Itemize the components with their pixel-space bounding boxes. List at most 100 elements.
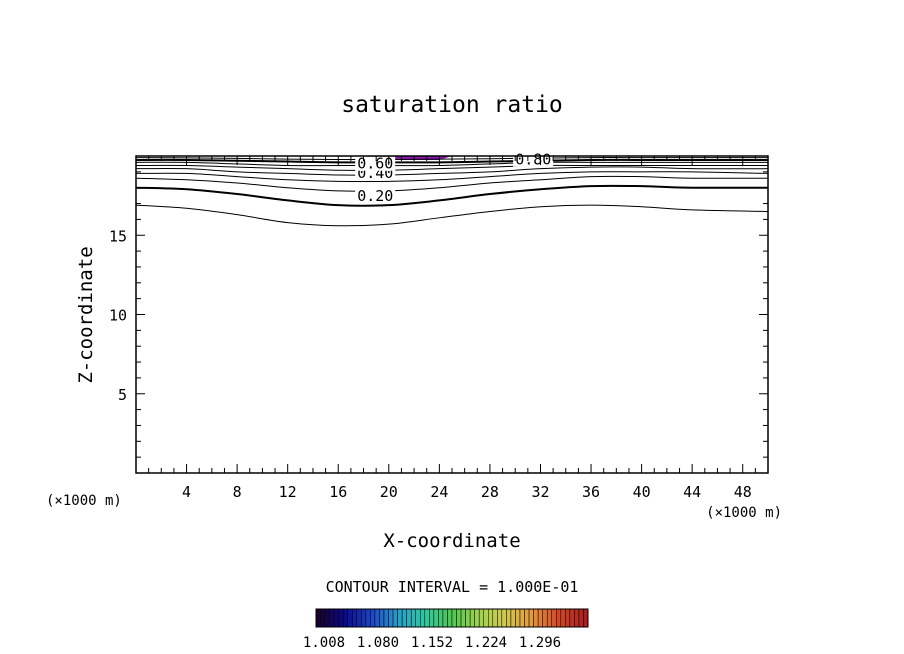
- x-tick-label-40: 40: [633, 483, 651, 501]
- colorbar-cell-20: [406, 608, 412, 628]
- colorbar-cell-38: [488, 608, 494, 628]
- colorbar-cell-16: [388, 608, 394, 628]
- colorbar-cell-14: [379, 608, 385, 628]
- colorbar-cell-22: [415, 608, 421, 628]
- contour-lines-group: [135, 157, 769, 227]
- colorbar-cell-21: [410, 608, 416, 628]
- colorbar-cell-18: [397, 608, 403, 628]
- plot-frame: [135, 155, 769, 474]
- contour-line-2: [135, 175, 769, 192]
- y-ticks-group: 5 10 15: [109, 171, 768, 458]
- colorbar-cell-3: [329, 608, 335, 628]
- colorbar-cell-37: [483, 608, 489, 628]
- colorbar-cell-13: [374, 608, 380, 628]
- colorbar-cell-44: [515, 608, 521, 628]
- contour-line-4: [135, 166, 769, 176]
- contour-label-0: 0.20: [357, 187, 393, 205]
- colorbar-cell-51: [546, 608, 552, 628]
- colorbar-cell-59: [583, 608, 589, 628]
- colorbar-cell-30: [451, 608, 457, 628]
- chart-title: saturation ratio: [341, 92, 563, 118]
- colorbar-label-1: 1.080: [357, 635, 399, 651]
- colorbar-cell-29: [447, 608, 453, 628]
- x-tick-label-8: 8: [233, 483, 242, 501]
- colorbar-cell-47: [528, 608, 534, 628]
- x-tick-label-32: 32: [531, 483, 549, 501]
- x-tick-label-20: 20: [380, 483, 398, 501]
- colorbar-cell-15: [383, 608, 389, 628]
- y-tick-label-5: 5: [118, 386, 127, 404]
- colorbar-cell-17: [392, 608, 398, 628]
- colorbar-label-2: 1.152: [411, 635, 453, 651]
- y-tick-label-10: 10: [109, 307, 127, 325]
- contour-labels-group: 0.200.400.60 0.80: [355, 151, 554, 205]
- x-tick-label-44: 44: [683, 483, 701, 501]
- colorbar-cell-26: [433, 608, 439, 628]
- colorbar-cell-10: [361, 608, 367, 628]
- contour-line-5: [135, 164, 768, 171]
- colorbar-cell-19: [401, 608, 407, 628]
- colorbar-cell-2: [324, 608, 330, 628]
- colorbar-cell-49: [537, 608, 543, 628]
- colorbar-cell-34: [469, 608, 475, 628]
- colorbar-label-3: 1.224: [465, 635, 507, 651]
- colorbar-cell-4: [333, 608, 339, 628]
- colorbar-cell-32: [460, 608, 466, 628]
- colorbar-cell-25: [429, 608, 435, 628]
- contour-line-1: [135, 184, 769, 207]
- x-tick-label-36: 36: [582, 483, 600, 501]
- colorbar-cell-0: [315, 608, 321, 628]
- colorbar-cell-31: [456, 608, 462, 628]
- colorbar-cell-7: [347, 608, 353, 628]
- x-unit-label: (×1000 m): [706, 505, 782, 521]
- colorbar-cell-41: [501, 608, 507, 628]
- colorbar-cell-1: [320, 608, 326, 628]
- contour-label-2: 0.60: [357, 155, 393, 173]
- y-axis-label: Z-coordinate: [75, 246, 97, 383]
- colorbar-cell-54: [560, 608, 566, 628]
- colorbar-cell-9: [356, 608, 362, 628]
- colorbar-cell-5: [338, 608, 344, 628]
- x-tick-label-16: 16: [329, 483, 347, 501]
- colorbar-cell-46: [524, 608, 530, 628]
- colorbar-cell-58: [578, 608, 584, 628]
- colorbar-cell-43: [510, 608, 516, 628]
- colorbar-label-4: 1.296: [519, 635, 561, 651]
- contour-label-bg-0: [355, 189, 396, 204]
- colorbar-cell-52: [551, 608, 557, 628]
- colorbar-cell-11: [365, 608, 371, 628]
- colorbar-cell-35: [474, 608, 480, 628]
- colorbar-cell-33: [465, 608, 471, 628]
- colorbar-cell-6: [342, 608, 348, 628]
- colorbar-cell-48: [533, 608, 539, 628]
- colorbar-cell-42: [506, 608, 512, 628]
- colorbar-cell-27: [438, 608, 444, 628]
- x-axis-label: X-coordinate: [383, 530, 520, 552]
- colorbar-label-0: 1.008: [303, 635, 345, 651]
- colorbar-cell-23: [420, 608, 426, 628]
- x-ticks-group: 4 8 12 16 20 24 28 32 36 40 44 48: [148, 156, 756, 501]
- contour-line-3: [135, 171, 769, 183]
- colorbar-cell-53: [556, 608, 562, 628]
- colorbar-cell-28: [442, 608, 448, 628]
- colorbar-cell-40: [497, 608, 503, 628]
- colorbar-group: 1.008 1.080 1.152 1.224 1.296: [303, 608, 589, 651]
- contour-line-0: [135, 204, 769, 227]
- contour-label-3: 0.80: [515, 151, 551, 169]
- colorbar-frame: [315, 608, 589, 628]
- contour-label-bg-2: [355, 156, 396, 171]
- y-tick-label-15: 15: [109, 227, 127, 245]
- contour-interval-text: CONTOUR INTERVAL = 1.000E-01: [326, 578, 579, 596]
- z-unit-label: (×1000 m): [46, 493, 122, 509]
- x-tick-label-28: 28: [481, 483, 499, 501]
- colorbar-cell-56: [569, 608, 575, 628]
- colorbar-cell-24: [424, 608, 430, 628]
- x-tick-label-24: 24: [430, 483, 448, 501]
- x-tick-label-48: 48: [734, 483, 752, 501]
- colorbar-cell-50: [542, 608, 548, 628]
- x-tick-label-4: 4: [182, 483, 191, 501]
- colorbar-cell-36: [478, 608, 484, 628]
- colorbar-cell-57: [574, 608, 580, 628]
- colorbar-cell-12: [370, 608, 376, 628]
